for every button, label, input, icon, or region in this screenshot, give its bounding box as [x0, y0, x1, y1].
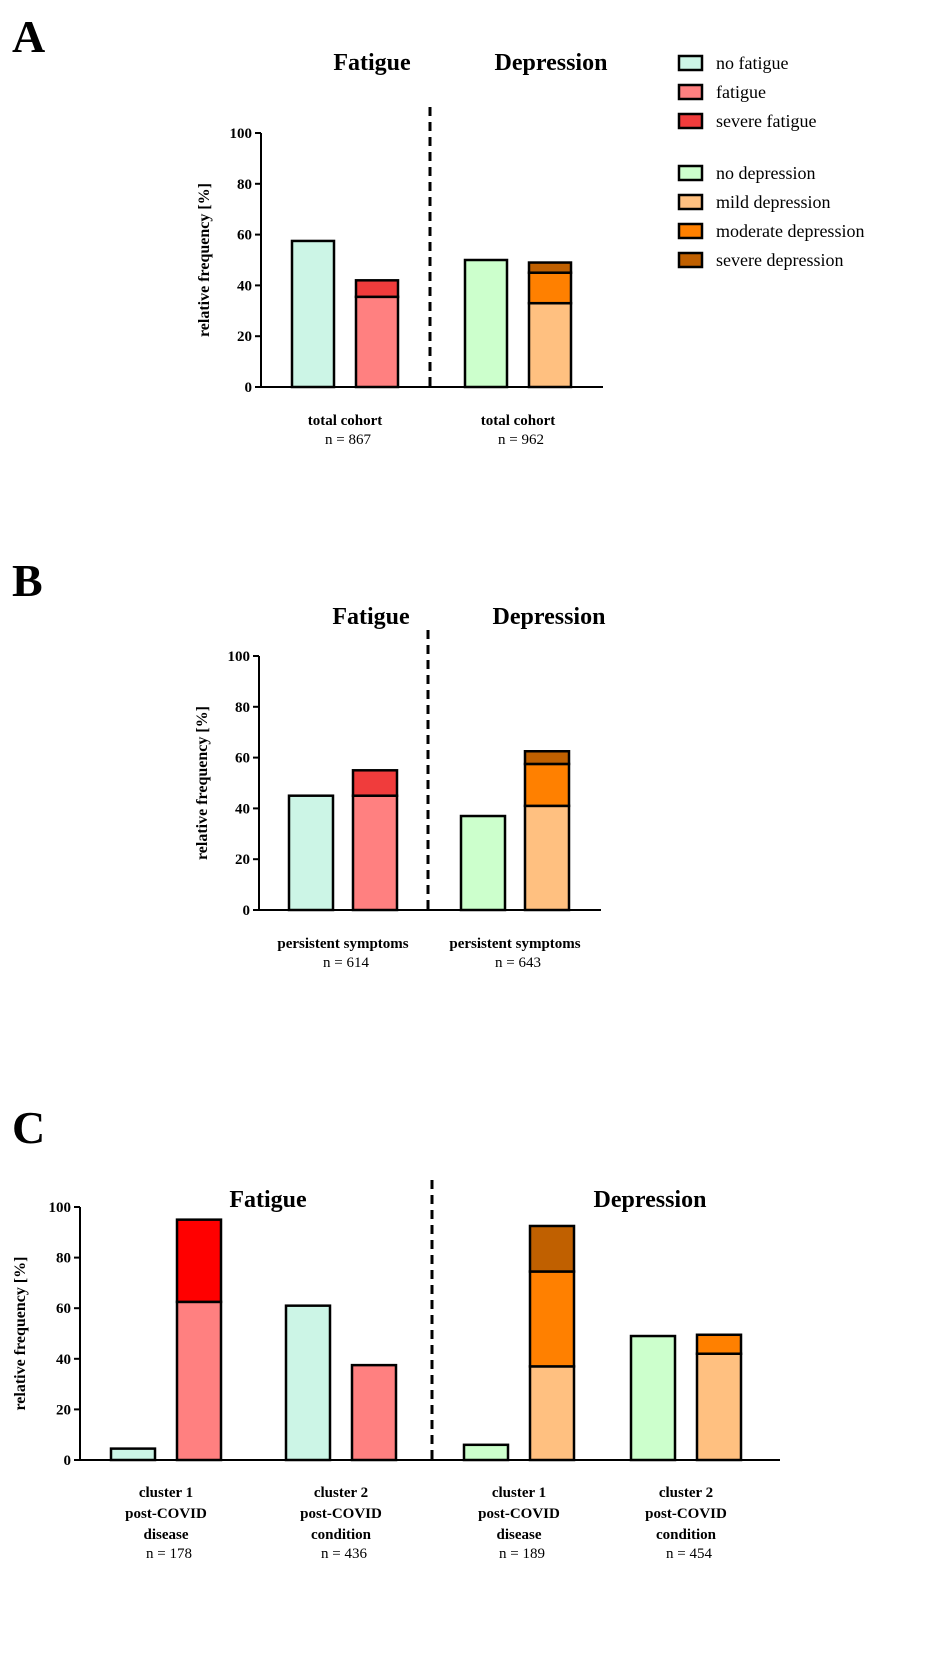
bar-segment	[528, 1224, 576, 1273]
bar-segment	[287, 794, 335, 912]
bar-segment	[523, 804, 571, 912]
bar-segment	[175, 1300, 223, 1462]
bar-segment	[523, 762, 571, 808]
panel-letter-b: B	[12, 555, 43, 606]
legend-swatch	[677, 222, 704, 240]
legend-swatch	[677, 251, 704, 269]
group-n-label: n = 436	[321, 1546, 367, 1562]
group-label: post-COVID	[125, 1506, 207, 1522]
group-label: post-COVID	[645, 1506, 727, 1522]
legend-label: no depression	[716, 163, 815, 183]
y-tick-label: 80	[235, 700, 250, 716]
group-label: cluster 2	[314, 1485, 368, 1501]
group-label: post-COVID	[478, 1506, 560, 1522]
y-tick-label: 40	[237, 278, 252, 294]
legend-swatch	[677, 112, 704, 130]
group-n-label: n = 614	[323, 955, 369, 971]
group-label: cluster 1	[492, 1485, 546, 1501]
bar-segment	[527, 271, 573, 305]
legend-swatch	[677, 83, 704, 101]
legend-label: moderate depression	[716, 221, 864, 241]
group-label: cluster 1	[139, 1485, 193, 1501]
depression-heading: Depression	[493, 604, 606, 630]
panel-a: A Fatigue Depression 0 20 40 60 80 100 relativ…	[12, 11, 607, 448]
group-label: condition	[311, 1527, 372, 1543]
group-label: persistent symptoms	[449, 936, 580, 952]
bar-segment	[109, 1447, 157, 1462]
group-n-label: n = 189	[499, 1546, 545, 1562]
depression-heading: Depression	[495, 50, 608, 76]
group-n-label: n = 454	[666, 1546, 712, 1562]
y-tick-label: 20	[235, 852, 250, 868]
legend-swatch	[677, 54, 704, 72]
y-tick-label: 20	[56, 1402, 71, 1418]
group-label: persistent symptoms	[277, 936, 408, 952]
y-tick-label: 100	[49, 1200, 72, 1216]
bar-segment	[523, 750, 571, 766]
legend-swatch	[677, 193, 704, 211]
y-tick-label: 100	[228, 649, 251, 665]
group-label: total cohort	[308, 413, 383, 429]
bar-segment	[354, 295, 400, 389]
y-tick-label: 60	[237, 228, 252, 244]
fatigue-heading: Fatigue	[229, 1187, 307, 1213]
panel-c: C Fatigue Depression 0 20 40 60 80 100 relativ…	[12, 1102, 780, 1562]
depression-heading: Depression	[594, 1187, 707, 1213]
y-tick-label: 0	[243, 903, 251, 919]
group-n-label: n = 867	[325, 432, 371, 448]
y-tick-label: 80	[56, 1251, 71, 1267]
y-tick-label: 40	[56, 1352, 71, 1368]
group-label: condition	[656, 1527, 717, 1543]
bar-segment	[527, 301, 573, 389]
bar-segment	[463, 258, 509, 389]
panel-b: B Fatigue Depression 0 20 40 60 80 100 relativ…	[12, 555, 605, 971]
bar-segment	[629, 1334, 677, 1462]
group-label: disease	[497, 1527, 542, 1543]
fatigue-heading: Fatigue	[332, 604, 410, 630]
group-label: post-COVID	[300, 1506, 382, 1522]
bar-segment	[354, 279, 400, 299]
bar-segment	[351, 794, 399, 912]
y-tick-label: 60	[56, 1301, 71, 1317]
bar-segment	[350, 1363, 398, 1462]
panel-letter-a: A	[12, 11, 45, 62]
y-tick-label: 20	[237, 329, 252, 345]
legend-label: mild depression	[716, 192, 831, 212]
y-tick-label: 80	[237, 177, 252, 193]
y-axis-label: relative frequency [%]	[196, 183, 213, 337]
group-label: total cohort	[481, 413, 556, 429]
legend-swatch	[677, 164, 704, 182]
group-label: disease	[144, 1527, 189, 1543]
y-tick-label: 60	[235, 751, 250, 767]
bar-segment	[290, 239, 336, 389]
bar-segment	[459, 814, 507, 912]
bar-segment	[284, 1304, 332, 1462]
y-tick-label: 40	[235, 801, 250, 817]
legend: no fatigue fatigue severe fatigue no depres…	[677, 53, 864, 270]
group-n-label: n = 643	[495, 955, 541, 971]
legend-label: no fatigue	[716, 53, 788, 73]
group-n-label: n = 962	[498, 432, 544, 448]
legend-label: severe depression	[716, 250, 843, 270]
group-n-label: n = 178	[146, 1546, 192, 1562]
y-axis-label: relative frequency [%]	[12, 1256, 29, 1410]
bar-segment	[695, 1333, 743, 1355]
group-label: cluster 2	[659, 1485, 713, 1501]
bar-segment	[527, 261, 573, 274]
bar-segment	[175, 1218, 223, 1304]
y-tick-label: 0	[64, 1453, 72, 1469]
y-tick-label: 100	[230, 126, 253, 142]
panel-letter-c: C	[12, 1102, 45, 1153]
y-tick-label: 0	[245, 380, 253, 396]
y-axis-label: relative frequency [%]	[194, 706, 211, 860]
bar-segment	[695, 1352, 743, 1462]
bar-segment	[351, 769, 399, 797]
bar-segment	[528, 1270, 576, 1368]
bar-segment	[462, 1443, 510, 1462]
fatigue-heading: Fatigue	[333, 50, 411, 76]
bar-segment	[528, 1365, 576, 1462]
legend-label: fatigue	[716, 82, 766, 102]
legend-label: severe fatigue	[716, 111, 816, 131]
